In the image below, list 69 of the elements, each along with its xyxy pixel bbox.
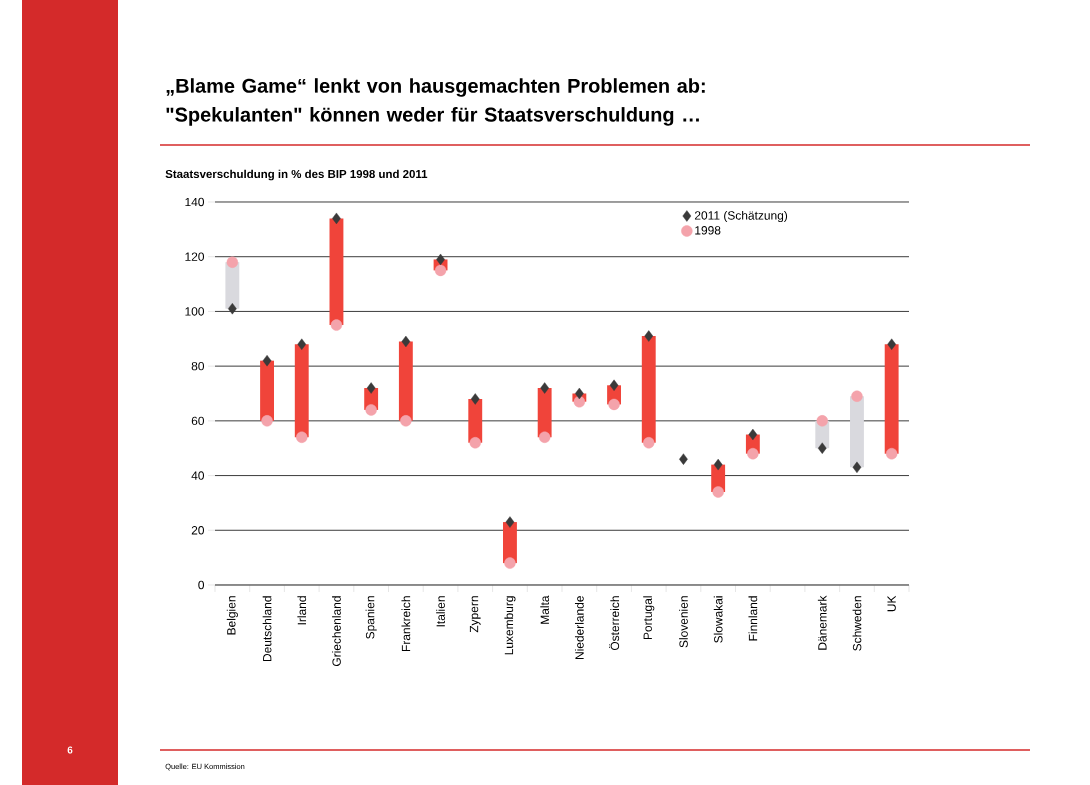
- point: [851, 390, 863, 402]
- x-tick-label: Italien: [436, 596, 445, 627]
- point: [748, 428, 758, 441]
- x-tick-label: Frankreich: [401, 596, 411, 652]
- point: [852, 461, 862, 474]
- point: [296, 431, 308, 443]
- point: [505, 516, 515, 528]
- point: [747, 447, 759, 460]
- point: [816, 415, 828, 427]
- x-tick-label: UK: [887, 595, 896, 612]
- x-tick-label: Dänemark: [817, 595, 827, 650]
- bar: [294, 344, 309, 438]
- point: [504, 557, 516, 569]
- point: [366, 382, 376, 394]
- point: [712, 486, 724, 498]
- point: [608, 398, 620, 411]
- point: [262, 354, 272, 367]
- point: [401, 335, 411, 348]
- y-tick-label: 60: [191, 416, 205, 426]
- x-tick-label: Portugal: [643, 596, 655, 640]
- y-tick-label: 80: [191, 361, 205, 371]
- x-tick-label: Finnland: [748, 596, 758, 641]
- y-tick-label: 140: [185, 197, 205, 207]
- point: [538, 431, 551, 443]
- point: [434, 264, 447, 277]
- point: [226, 256, 239, 268]
- y-tick-label: 0: [198, 580, 205, 590]
- bar: [398, 341, 413, 421]
- x-tick-label: Griechenland: [332, 596, 341, 667]
- point: [643, 437, 655, 449]
- point: [261, 415, 273, 427]
- x-tick-label: Irland: [297, 596, 307, 625]
- text: 6: [67, 746, 73, 754]
- point: [887, 338, 896, 350]
- bar: [884, 344, 899, 454]
- x-tick-label: Niederlande: [574, 596, 584, 659]
- point: [540, 382, 549, 394]
- y-tick-label: 120: [185, 252, 205, 261]
- x-tick-label: Belgien: [226, 596, 238, 635]
- point: [330, 319, 343, 331]
- x-tick-label: Slovenien: [679, 596, 688, 648]
- bar: [641, 336, 656, 443]
- point: [679, 453, 688, 465]
- point: [713, 458, 723, 471]
- chart-title: „Blame Game“ lenkt von hausgemachten Problemen ab: "Spekulanten" können weder für Staatsverschuldung …: [166, 78, 705, 126]
- point: [885, 447, 898, 460]
- point: [297, 338, 307, 350]
- chart-subtitle: Staatsverschuldung in % des BIP 1998 und 2011: [165, 169, 428, 181]
- point: [469, 437, 481, 449]
- y-tick-label: 20: [191, 526, 205, 535]
- legend-label: 1998: [695, 226, 721, 235]
- point: [609, 379, 619, 391]
- x-tick-label: Deutschland: [262, 596, 272, 661]
- point: [365, 404, 377, 416]
- point: [400, 415, 412, 427]
- x-tick-label: Slowakai: [713, 596, 723, 643]
- point: [817, 442, 827, 454]
- y-tick-label: 40: [191, 471, 205, 480]
- y-tick-label: 100: [185, 307, 205, 316]
- x-tick-label: Zypern: [469, 596, 481, 633]
- point: [470, 393, 480, 405]
- x-tick-label: Spanien: [365, 596, 377, 639]
- x-tick-label: Österreich: [609, 596, 620, 651]
- bar: [850, 396, 864, 468]
- x-tick-label: Luxemburg: [504, 596, 516, 655]
- x-tick-label: Malta: [540, 595, 550, 624]
- point: [644, 330, 654, 342]
- x-tick-label: Schweden: [852, 596, 862, 651]
- legend-label: 2011 (Schätzung): [694, 210, 788, 223]
